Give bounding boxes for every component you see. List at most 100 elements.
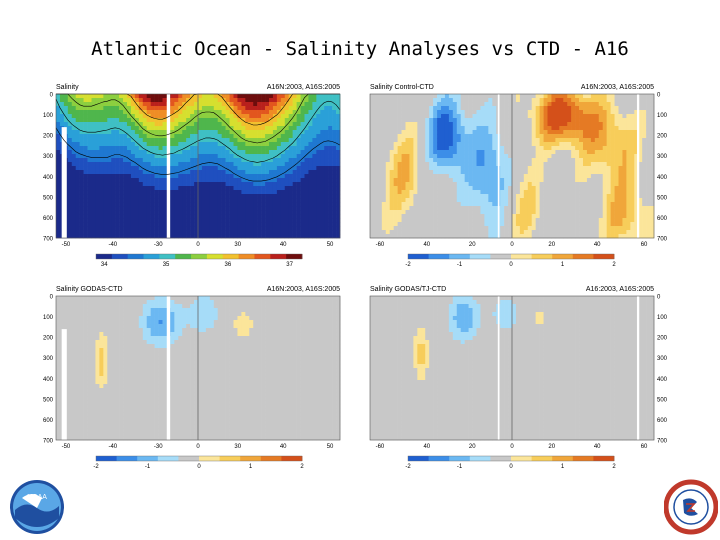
heatmap-cell [441,114,446,119]
heatmap-cell [559,222,564,227]
heatmap-cell [87,174,92,179]
heatmap-cell [441,102,446,107]
heatmap-cell [292,138,297,143]
heatmap-cell [512,94,517,99]
heatmap-cell [409,210,414,215]
heatmap-cell [276,198,282,203]
heatmap-cell [229,98,234,103]
heatmap-cell [280,146,286,151]
heatmap-cell [328,142,333,147]
heatmap-cell [519,150,525,155]
heatmap-cell [630,126,635,131]
heatmap-cell [91,214,96,219]
heatmap-cell [370,162,375,167]
heatmap-cell [464,170,469,175]
heatmap-cell [409,178,414,183]
heatmap-cell [460,138,465,143]
heatmap-cell [87,190,92,195]
heatmap-cell [567,138,572,143]
heatmap-cell [111,178,116,183]
heatmap-cell [162,122,167,127]
heatmap-cell [178,210,183,215]
heatmap-cell [198,98,203,103]
heatmap-cell [229,118,234,123]
heatmap-cell [320,114,325,119]
heatmap-cell [150,170,155,175]
heatmap-cell [324,150,329,155]
heatmap-cell [425,214,430,219]
heatmap-cell [316,230,321,235]
heatmap-cell [233,114,238,119]
heatmap-cell [91,222,96,227]
heatmap-cell [413,170,418,175]
heatmap-cell [233,182,238,187]
heatmap-cell [115,94,120,99]
heatmap-cell [127,146,132,151]
heatmap-cell [194,202,199,207]
heatmap-cell [336,194,341,199]
heatmap-cell [75,142,80,147]
heatmap-cell [336,106,341,111]
heatmap-cell [476,150,481,155]
heatmap-cell [300,110,305,115]
heatmap-cell [373,150,379,155]
heatmap-cell [95,98,100,103]
heatmap-cell [138,138,144,143]
heatmap-cell [547,102,552,107]
heatmap-cell [304,154,309,159]
heatmap-cell [389,114,394,119]
heatmap-cell [150,162,155,167]
heatmap-cell [280,174,286,179]
heatmap-cell [213,182,219,187]
heatmap-cell [429,198,434,203]
heatmap-cell [575,102,580,107]
heatmap-cell [170,226,175,231]
heatmap-cell [332,186,337,191]
heatmap-cell [225,186,230,191]
heatmap-cell [650,102,655,107]
heatmap-cell [119,186,124,191]
heatmap-cell [484,102,489,107]
heatmap-cell [261,146,266,151]
heatmap-cell [381,118,387,123]
heatmap-cell [622,94,627,99]
heatmap-cell [162,138,167,143]
heatmap-cell [448,94,454,99]
heatmap-cell [123,194,128,199]
heatmap-cell [261,130,266,135]
heatmap-cell [583,154,588,159]
heatmap-cell [610,110,615,115]
heatmap-cell [324,170,329,175]
heatmap-cell [150,222,155,227]
heatmap-cell [373,210,379,215]
heatmap-cell [178,130,183,135]
heatmap-cell [638,142,643,147]
heatmap-cell [606,110,611,115]
heatmap-cell [594,186,600,191]
heatmap-cell [630,170,635,175]
heatmap-cell [194,218,199,223]
heatmap-cell [437,102,442,107]
heatmap-cell [441,174,446,179]
heatmap-cell [300,206,305,211]
heatmap-cell [91,194,96,199]
heatmap-cell [332,146,337,151]
heatmap-cell [512,130,517,135]
heatmap-cell [575,210,580,215]
heatmap-cell [441,138,446,143]
heatmap-cell [103,226,108,231]
heatmap-cell [381,210,387,215]
heatmap-cell [198,118,203,123]
heatmap-cell [488,98,493,103]
heatmap-cell [83,138,88,143]
heatmap-cell [253,170,258,175]
heatmap-cell [241,174,246,179]
heatmap-cell [464,190,469,195]
heatmap-cell [316,150,321,155]
heatmap-cell [535,94,540,99]
heatmap-cell [56,106,61,111]
heatmap-cell [272,202,278,207]
heatmap-cell [142,154,148,159]
heatmap-cell [257,190,262,195]
heatmap-cell [401,146,406,151]
